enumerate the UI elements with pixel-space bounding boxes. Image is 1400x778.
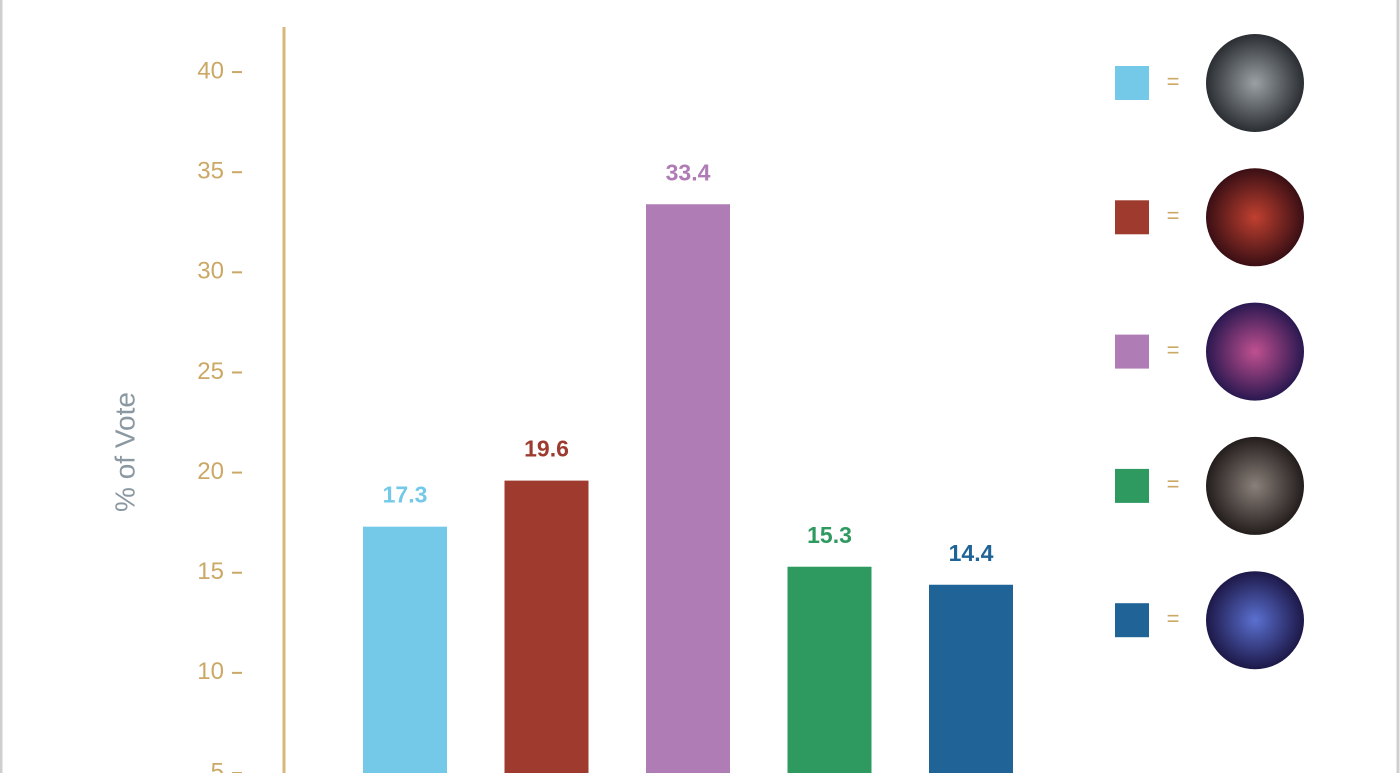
y-tick-label: 30 xyxy=(197,258,224,285)
y-tick-label: 35 xyxy=(197,158,224,185)
legend-swatch xyxy=(1115,603,1149,638)
legend-portrait xyxy=(1206,302,1304,401)
legend-portrait xyxy=(1206,34,1304,132)
legend-label: = xyxy=(1167,69,1180,94)
y-tick-label: 5 xyxy=(211,758,224,773)
legend-portrait xyxy=(1206,571,1304,670)
legend-swatch xyxy=(1115,468,1149,503)
legend-label: = xyxy=(1167,337,1180,362)
value-label: 15.3 xyxy=(807,522,852,548)
legend-label: = xyxy=(1167,606,1180,631)
bar xyxy=(646,204,730,774)
y-tick-label: 10 xyxy=(197,658,224,685)
y-axis-label: % of Vote xyxy=(109,392,140,512)
value-label: 19.6 xyxy=(524,436,569,462)
bar xyxy=(787,566,872,773)
legend-swatch xyxy=(1115,66,1149,100)
value-label: 17.3 xyxy=(383,482,428,508)
bar xyxy=(929,584,1013,773)
value-label: 14.4 xyxy=(949,540,994,566)
legend-portrait xyxy=(1206,436,1304,535)
y-tick-label: 40 xyxy=(197,57,224,84)
legend-label: = xyxy=(1167,203,1180,228)
bar xyxy=(363,526,447,773)
y-tick-label: 15 xyxy=(197,558,224,585)
value-label: 33.4 xyxy=(666,159,711,185)
bar xyxy=(504,480,589,773)
y-tick-label: 20 xyxy=(197,458,224,485)
legend-swatch xyxy=(1115,334,1149,369)
legend-portrait xyxy=(1206,168,1304,267)
legend-swatch xyxy=(1115,200,1149,235)
y-tick-label: 25 xyxy=(197,358,224,385)
legend-label: = xyxy=(1167,472,1180,497)
